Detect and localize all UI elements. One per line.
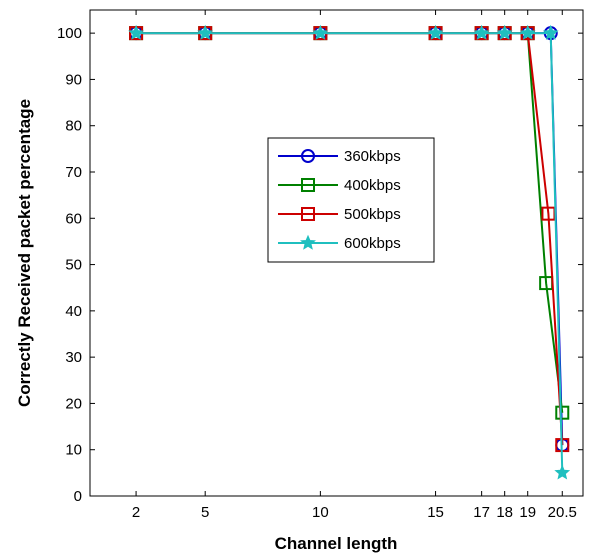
x-tick-label: 2 <box>132 504 140 521</box>
legend-label: 500kbps <box>344 206 401 223</box>
x-tick-label: 15 <box>427 504 444 521</box>
legend-label: 400kbps <box>344 177 401 194</box>
star-marker <box>519 24 536 40</box>
star-marker <box>197 24 214 40</box>
legend-box <box>267 137 435 263</box>
star-marker <box>554 464 571 480</box>
star-marker <box>128 24 144 40</box>
legend-label: 360kbps <box>344 148 401 165</box>
square-marker <box>541 206 556 221</box>
legend-item: 600kbps <box>278 234 401 252</box>
star-marker <box>312 24 329 40</box>
x-tick-label: 19 <box>519 504 536 521</box>
legend-item: 400kbps <box>278 177 401 194</box>
x-axis-title: Channel length <box>275 534 398 553</box>
y-tick-label: 40 <box>65 303 82 320</box>
legend-item: 360kbps <box>278 148 401 165</box>
star-marker <box>427 24 444 40</box>
x-tick-label: 20.5 <box>548 504 577 521</box>
y-tick-label: 0 <box>74 488 82 505</box>
y-axis-title: Correctly Received packet percentage <box>15 99 34 407</box>
star-marker <box>542 24 559 40</box>
y-tick-label: 70 <box>65 164 82 181</box>
square-marker <box>301 178 315 192</box>
y-tick-label: 60 <box>65 210 82 227</box>
y-tick-label: 50 <box>65 257 82 274</box>
y-tick-label: 20 <box>65 395 82 412</box>
x-tick-label: 5 <box>201 504 209 521</box>
y-tick-label: 10 <box>65 442 82 459</box>
x-tick-label: 10 <box>312 504 329 521</box>
square-marker <box>555 405 570 420</box>
y-tick-label: 80 <box>65 118 82 135</box>
y-tick-label: 90 <box>65 71 82 88</box>
x-tick-label: 17 <box>473 504 490 521</box>
y-tick-label: 30 <box>65 349 82 366</box>
axis-ticks: 0 10 20 30 40 50 60 70 80 90 100 2 5 10 15 17 18 19 20.5 <box>57 10 583 521</box>
series-group <box>128 24 571 480</box>
star-marker <box>496 24 513 40</box>
star-marker <box>473 24 490 40</box>
series-600kbps <box>128 24 571 480</box>
legend-item: 500kbps <box>278 206 401 223</box>
star-marker <box>300 234 316 250</box>
y-tick-label: 100 <box>57 25 82 42</box>
square-marker <box>301 207 315 221</box>
circle-marker <box>301 149 315 163</box>
x-tick-label: 18 <box>496 504 513 521</box>
legend-label: 600kbps <box>344 235 401 252</box>
legend: 360kbps 400kbps 500kbps 600kbps <box>267 137 435 263</box>
